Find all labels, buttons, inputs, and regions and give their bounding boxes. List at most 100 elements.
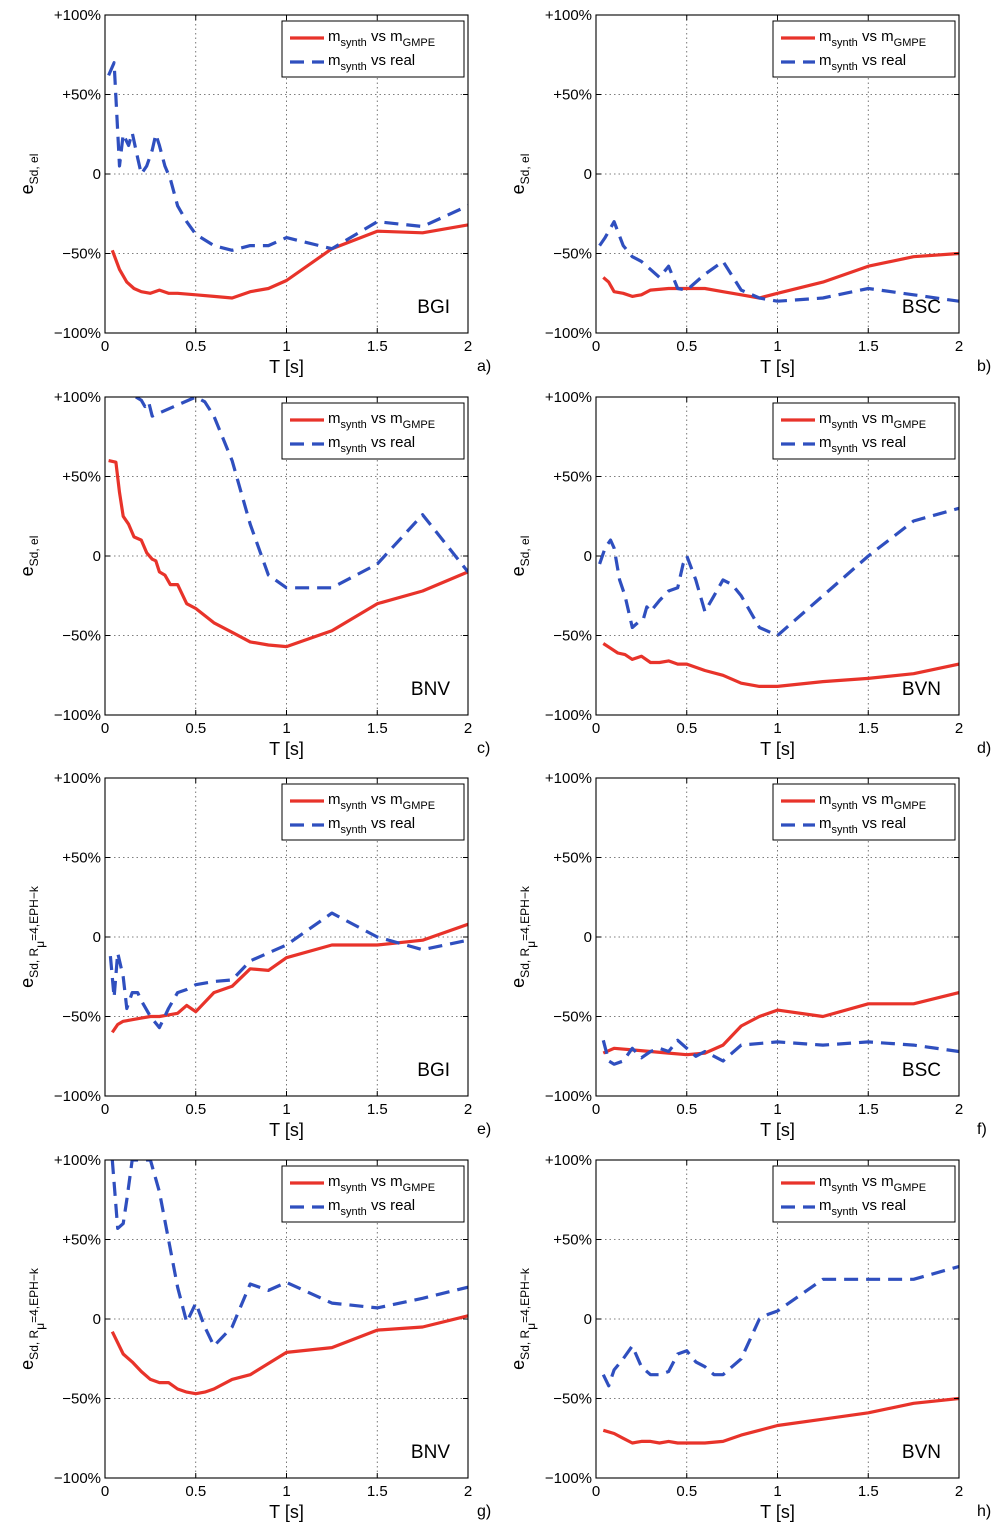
y-axis-label: eSd, el [17, 154, 41, 195]
y-tick-label: +50% [553, 850, 592, 867]
x-tick-label: 2 [955, 1483, 963, 1500]
legend-entry-text: msynth vs real [819, 52, 906, 73]
legend-mid: vs m [858, 410, 894, 427]
panel-letter: f) [977, 1121, 987, 1138]
legend-entry-text: msynth vs mGMPE [328, 410, 435, 431]
legend-sub: synth [832, 1206, 858, 1218]
y-tick-label: −50% [62, 246, 101, 263]
y-tick-label: 0 [93, 1311, 101, 1328]
legend-main: m [328, 434, 341, 451]
x-tick-label: 2 [955, 720, 963, 737]
x-tick-label: 0 [592, 720, 600, 737]
y-label-sub: Sd, R [518, 1329, 532, 1359]
legend-mid: vs m [858, 1173, 894, 1190]
x-tick-label: 0.5 [676, 1101, 697, 1118]
panel-letter: g) [477, 1503, 491, 1520]
legend-main: m [328, 28, 341, 45]
series-line-synth-vs-gmpe [602, 991, 959, 1057]
legend-entry-text: msynth vs mGMPE [328, 791, 435, 812]
legend-main: m [819, 434, 832, 451]
legend-mid: vs real [367, 815, 415, 832]
legend-sub2: GMPE [894, 37, 926, 49]
series-line-synth-vs-real [110, 1160, 468, 1348]
series-line-synth-vs-real [601, 1038, 959, 1066]
legend-entry-text: msynth vs real [819, 434, 906, 455]
x-tick-label: 1.5 [367, 720, 388, 737]
x-tick-label: 2 [955, 1101, 963, 1118]
series-line-synth-vs-real [107, 61, 468, 252]
y-tick-label: +100% [54, 7, 101, 24]
x-tick-label: 0 [101, 720, 109, 737]
legend-main: m [819, 28, 832, 45]
y-label-sub-mu: μ [33, 1323, 47, 1330]
x-tick-label: 2 [464, 1483, 472, 1500]
x-tick-label: 0.5 [676, 720, 697, 737]
y-label-sub-mu: μ [524, 1323, 538, 1330]
legend-sub: synth [341, 824, 367, 836]
y-label-sub-mu: μ [524, 941, 538, 948]
series-group [598, 506, 959, 688]
x-tick-label: 0 [592, 338, 600, 355]
legend-entry-text: msynth vs mGMPE [819, 791, 926, 812]
x-tick-label: 1.5 [367, 338, 388, 355]
station-label: BGI [417, 1060, 450, 1081]
legend-sub2: GMPE [403, 419, 435, 431]
y-tick-label: +100% [54, 389, 101, 406]
legend-main: m [328, 815, 341, 832]
y-label-sub: Sd, el [518, 536, 532, 567]
series-line-synth-vs-gmpe [602, 1396, 959, 1445]
x-tick-label: 0.5 [185, 720, 206, 737]
y-tick-label: 0 [584, 1311, 592, 1328]
legend-main: m [819, 1173, 832, 1190]
x-axis-label: T [s] [760, 739, 795, 759]
y-tick-label: +50% [62, 469, 101, 486]
legend-entry-text: msynth vs real [819, 1197, 906, 1218]
y-label-sub: Sd, R [27, 947, 41, 977]
legend-sub: synth [341, 1182, 367, 1194]
y-tick-label: −50% [62, 628, 101, 645]
x-tick-label: 1 [282, 1101, 290, 1118]
series-line-synth-vs-gmpe [602, 642, 959, 688]
x-tick-label: 0.5 [676, 1483, 697, 1500]
legend-sub2: GMPE [403, 37, 435, 49]
y-tick-label: −50% [553, 1009, 592, 1026]
legend-sub2: GMPE [894, 1182, 926, 1194]
x-tick-label: 0.5 [185, 338, 206, 355]
legend-entry-text: msynth vs mGMPE [328, 1173, 435, 1194]
y-label-main: e [508, 184, 528, 194]
x-tick-label: 1.5 [367, 1483, 388, 1500]
x-axis-label: T [s] [760, 1502, 795, 1522]
y-tick-label: +100% [545, 7, 592, 24]
x-axis-label: T [s] [269, 1502, 304, 1522]
x-tick-label: 1 [282, 1483, 290, 1500]
y-tick-label: 0 [584, 929, 592, 946]
y-label-main: e [17, 566, 37, 576]
x-tick-label: 0.5 [185, 1483, 206, 1500]
y-tick-label: 0 [93, 548, 101, 565]
series-line-synth-vs-gmpe [110, 223, 468, 300]
legend-box [281, 1165, 465, 1223]
x-tick-label: 1.5 [858, 338, 879, 355]
series-group [601, 991, 959, 1066]
series-group [601, 1264, 959, 1445]
y-tick-label: +100% [545, 770, 592, 787]
legend-main: m [819, 791, 832, 808]
series-group [107, 61, 468, 300]
x-axis-label: T [s] [269, 357, 304, 377]
y-label-sub-mu: μ [33, 941, 47, 948]
legend-box [772, 1165, 956, 1223]
legend-box [772, 20, 956, 78]
legend-mid: vs real [858, 434, 906, 451]
y-label-sub: Sd, R [27, 1329, 41, 1359]
y-label-sub-rest: =4,EPH−k [27, 885, 41, 941]
y-tick-label: −100% [545, 707, 592, 724]
y-tick-label: −100% [54, 1470, 101, 1487]
legend-sub: synth [832, 443, 858, 455]
x-tick-label: 1.5 [858, 1101, 879, 1118]
y-tick-label: +100% [545, 1152, 592, 1169]
x-tick-label: 1.5 [858, 720, 879, 737]
panel-letter: e) [477, 1121, 491, 1138]
